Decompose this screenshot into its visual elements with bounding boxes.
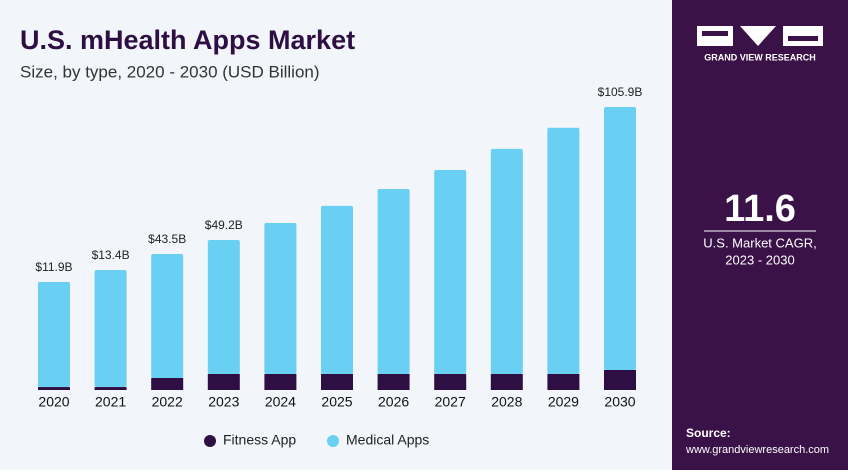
bar-segment (207, 373, 240, 390)
x-tick-label: 2021 (95, 394, 126, 410)
cagr-caption: 2023 - 2030 (725, 252, 794, 267)
x-tick-label: 2022 (152, 394, 183, 410)
bar-segment (151, 253, 184, 378)
x-tick-label: 2020 (38, 394, 69, 410)
brand: GRAND VIEW RESEARCH (704, 52, 816, 62)
legend-label: Medical Apps (346, 432, 429, 448)
bar-segment (264, 373, 297, 390)
legend-marker (204, 435, 216, 447)
bar-segment (434, 373, 467, 390)
bar-segment (604, 369, 636, 390)
total-label: $105.9B (598, 85, 643, 99)
bar-segment (151, 377, 184, 390)
side-panel (672, 0, 848, 470)
bar-segment (547, 127, 580, 374)
bar-segment (94, 387, 127, 390)
source-label: Source: (686, 426, 731, 440)
x-tick-label: 2026 (378, 394, 409, 410)
logo (697, 26, 823, 46)
x-tick-label: 2028 (491, 394, 522, 410)
legend-marker (327, 435, 339, 447)
x-tick-label: 2029 (548, 394, 579, 410)
bar-segment (94, 269, 127, 388)
chart-title: U.S. mHealth Apps Market (20, 25, 355, 55)
bar-segment (377, 189, 410, 374)
bar-segment (321, 205, 353, 374)
total-label: $43.5B (148, 232, 186, 246)
cagr-caption: U.S. Market CAGR, (703, 235, 816, 250)
bar-segment (38, 387, 70, 390)
x-tick-label: 2027 (435, 394, 466, 410)
legend-label: Fitness App (223, 432, 296, 448)
bar-segment (490, 373, 523, 390)
source-url: www.grandviewresearch.com (685, 444, 829, 456)
x-tick-label: 2024 (265, 394, 296, 410)
total-label: $11.9B (35, 260, 72, 274)
total-label: $13.4B (92, 248, 130, 262)
total-label: $49.2B (205, 218, 243, 232)
cagr-value: 11.6 (724, 188, 796, 230)
bar-segment (264, 222, 297, 374)
x-tick-label: 2030 (604, 394, 635, 410)
bar-segment (321, 373, 353, 390)
bar-segment (377, 373, 410, 390)
chart-subtitle: Size, by type, 2020 - 2030 (USD Billion) (20, 62, 320, 81)
x-tick-label: 2025 (321, 394, 352, 410)
bar-segment (604, 106, 636, 370)
bar-segment (38, 282, 70, 388)
bar-segment (434, 170, 467, 374)
bar-segment (490, 148, 523, 374)
x-tick-label: 2023 (208, 394, 239, 410)
bar-segment (547, 373, 580, 390)
bar-segment (207, 240, 240, 374)
